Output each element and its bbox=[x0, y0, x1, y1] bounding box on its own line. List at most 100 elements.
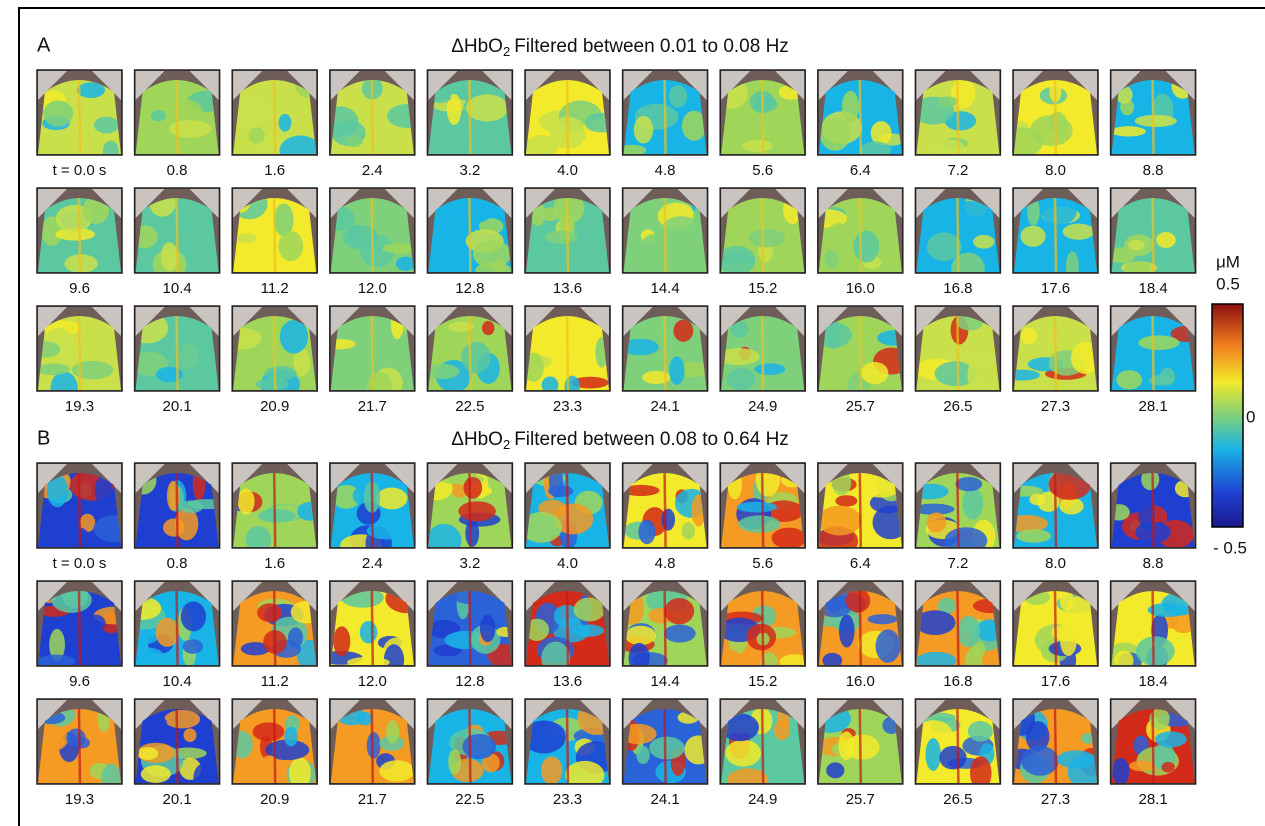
time-label: 13.6 bbox=[553, 673, 582, 690]
brain-blob bbox=[629, 643, 650, 674]
brain-blob bbox=[180, 218, 214, 246]
time-label: 20.9 bbox=[260, 398, 289, 415]
time-label: 24.9 bbox=[748, 791, 777, 808]
midline bbox=[860, 473, 861, 548]
brain-blob bbox=[927, 232, 962, 261]
brain-tile bbox=[522, 699, 616, 789]
time-label: 27.3 bbox=[1041, 791, 1070, 808]
brain-blob bbox=[877, 330, 910, 345]
time-label: 8.8 bbox=[1143, 555, 1164, 572]
midline bbox=[567, 198, 568, 273]
brain-tile bbox=[805, 188, 903, 273]
brain-blob bbox=[349, 769, 370, 790]
time-label: 12.0 bbox=[358, 673, 387, 690]
time-label: 15.2 bbox=[748, 673, 777, 690]
time-label: 18.4 bbox=[1138, 673, 1167, 690]
midline bbox=[372, 473, 373, 548]
brain-blob bbox=[999, 127, 1043, 157]
brain-blob bbox=[1063, 224, 1095, 240]
brain-tile bbox=[1108, 188, 1196, 275]
brain-blob bbox=[142, 128, 165, 146]
brain-blob bbox=[473, 240, 512, 268]
time-label: 20.1 bbox=[162, 791, 191, 808]
brain-blob bbox=[193, 764, 212, 792]
colorbar-mid: 0 bbox=[1246, 407, 1255, 426]
brain-blob bbox=[31, 341, 60, 357]
brain-blob bbox=[682, 522, 695, 539]
brain-blob bbox=[721, 253, 754, 263]
midline bbox=[274, 316, 275, 391]
brain-blob bbox=[463, 734, 497, 759]
midline bbox=[665, 80, 666, 155]
brain-blob bbox=[777, 748, 804, 759]
brain-tile bbox=[712, 70, 805, 155]
time-label: 14.4 bbox=[650, 280, 679, 297]
time-label: 19.3 bbox=[65, 791, 94, 808]
brain-blob bbox=[541, 642, 570, 676]
midline bbox=[177, 591, 178, 666]
brain-blob bbox=[839, 614, 855, 647]
brain-blob bbox=[1116, 370, 1142, 389]
midline bbox=[79, 316, 80, 391]
brain-tile bbox=[717, 306, 805, 391]
time-label: 24.1 bbox=[650, 791, 679, 808]
midline bbox=[957, 80, 958, 155]
brain-tile bbox=[1111, 70, 1196, 155]
brain-tile bbox=[321, 306, 414, 405]
title-subscript: 2 bbox=[503, 44, 510, 59]
brain-tile bbox=[915, 188, 1000, 285]
brain-blob bbox=[387, 104, 427, 128]
midline bbox=[957, 473, 958, 548]
brain-blob bbox=[222, 328, 262, 349]
figure: μM 0.5 0 - 0.5 AΔHbO2Filtered between 0.… bbox=[0, 0, 1265, 826]
brain-blob bbox=[772, 528, 807, 549]
midline bbox=[469, 80, 470, 155]
time-label: 12.0 bbox=[358, 280, 387, 297]
brain-tile bbox=[621, 306, 708, 394]
brain-blob bbox=[72, 361, 113, 379]
time-label: 3.2 bbox=[459, 162, 480, 179]
brain-tile bbox=[232, 70, 321, 166]
title-prefix: ΔHbO bbox=[451, 36, 503, 57]
time-label: 8.0 bbox=[1045, 555, 1066, 572]
time-label: 25.7 bbox=[846, 398, 875, 415]
time-label: 14.4 bbox=[650, 673, 679, 690]
brain-blob bbox=[1005, 515, 1049, 532]
midline bbox=[1055, 198, 1056, 273]
brain-blob bbox=[649, 737, 685, 760]
brain-tile bbox=[1013, 581, 1098, 673]
brain-blob bbox=[754, 96, 777, 112]
midline bbox=[79, 709, 80, 784]
time-label: 4.8 bbox=[655, 555, 676, 572]
brain-blob bbox=[541, 756, 562, 784]
time-label: 3.2 bbox=[459, 555, 480, 572]
midline bbox=[79, 80, 80, 155]
brain-blob bbox=[156, 618, 179, 647]
title-prefix: ΔHbO bbox=[451, 429, 503, 450]
brain-blob bbox=[1020, 226, 1045, 247]
brain-blob bbox=[173, 339, 216, 370]
midline bbox=[372, 198, 373, 273]
midline bbox=[372, 316, 373, 391]
brain-blob bbox=[360, 621, 378, 644]
brain-blob bbox=[466, 94, 508, 121]
brain-blob bbox=[181, 602, 206, 632]
brain-blob bbox=[725, 740, 761, 767]
midline bbox=[665, 473, 666, 548]
midline bbox=[274, 709, 275, 784]
brain-tile bbox=[131, 699, 220, 792]
brain-blob bbox=[1060, 625, 1077, 656]
brain-blob bbox=[939, 746, 966, 770]
brain-blob bbox=[938, 96, 958, 107]
time-label: 21.7 bbox=[358, 398, 387, 415]
brain-tile bbox=[1111, 699, 1198, 785]
brain-blob bbox=[565, 761, 604, 789]
brain-tile bbox=[815, 463, 909, 556]
midline bbox=[1055, 709, 1056, 784]
brain-blob bbox=[333, 626, 350, 656]
brain-blob bbox=[249, 127, 265, 143]
midline bbox=[1153, 198, 1154, 273]
brain-tile bbox=[427, 581, 517, 667]
brain-blob bbox=[1029, 494, 1045, 505]
brain-blob bbox=[669, 85, 687, 108]
